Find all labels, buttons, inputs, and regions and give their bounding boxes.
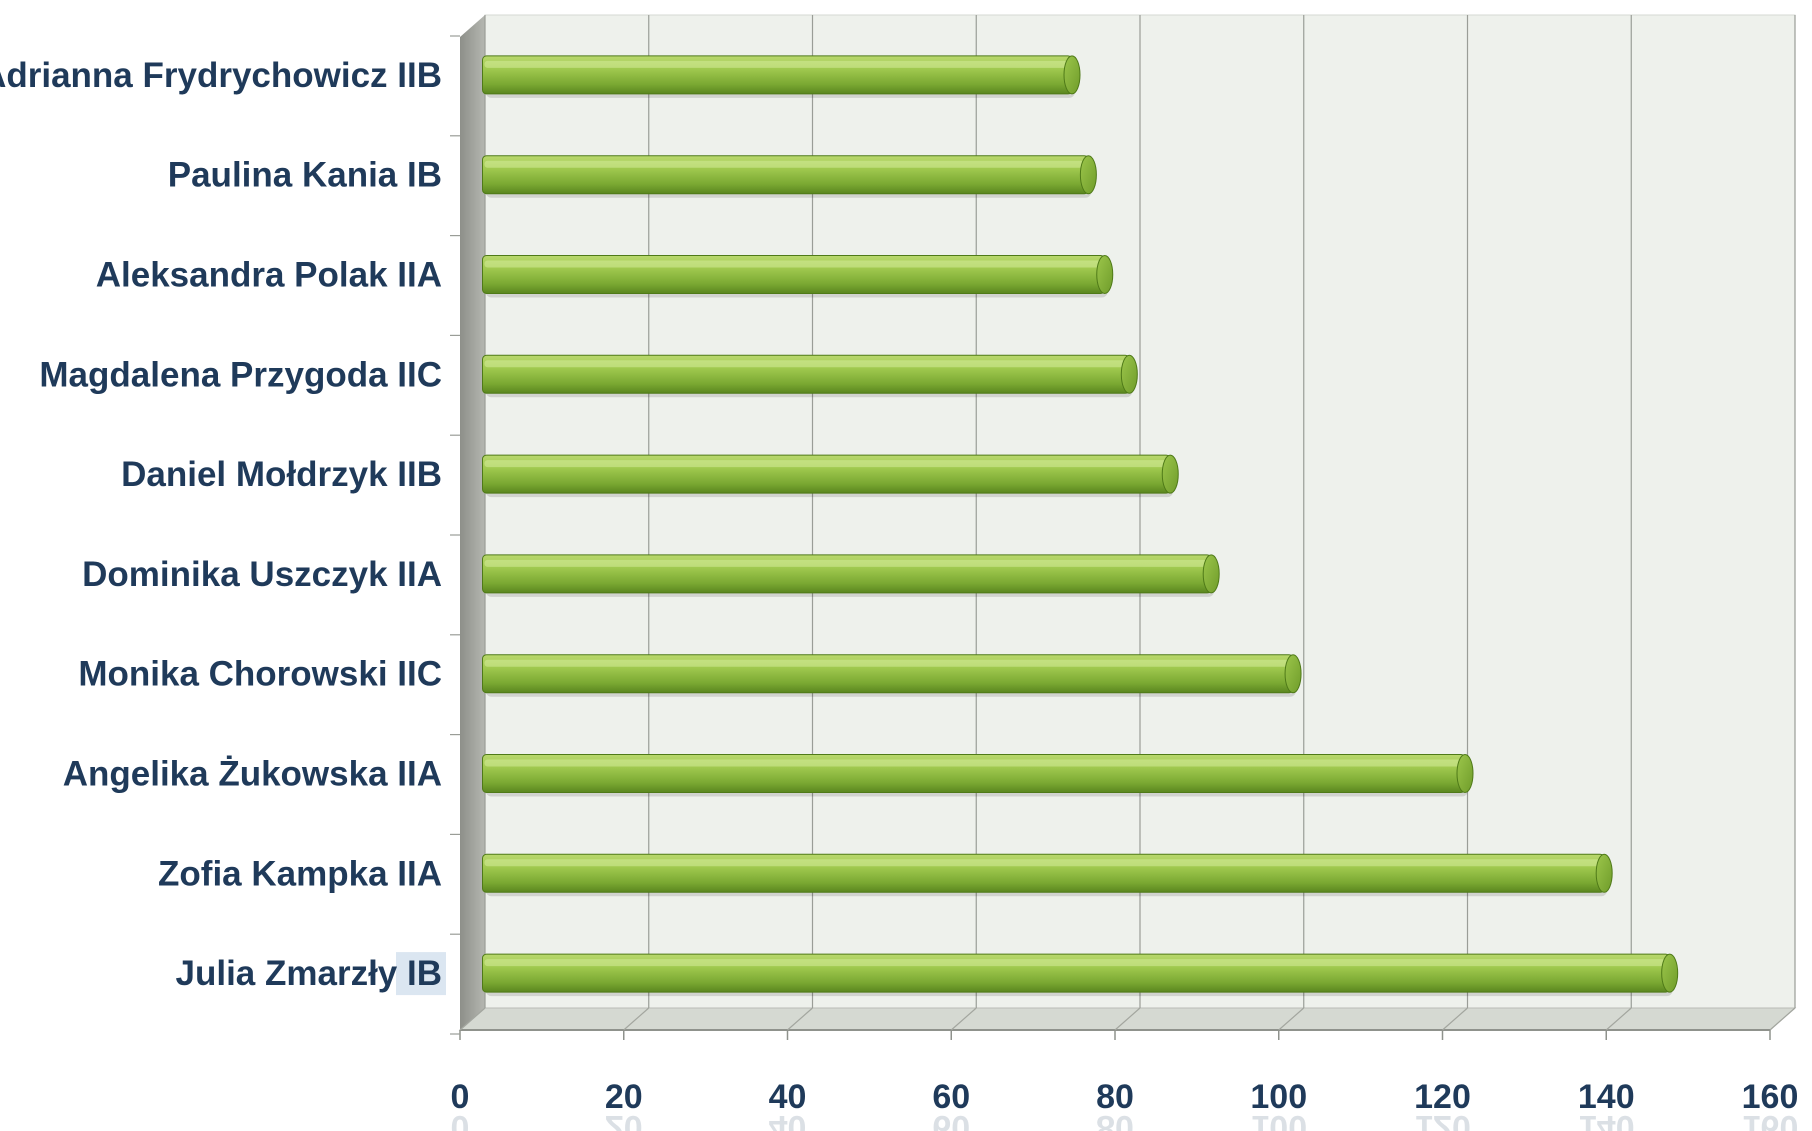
bar-highlight [484, 360, 1126, 368]
x-tick-label: 120 [1414, 1078, 1471, 1116]
bar-end-cap [1661, 953, 1679, 993]
x-tick-label: 20 [605, 1078, 643, 1116]
bar-end-cap [1120, 354, 1138, 394]
bar-highlight [484, 160, 1085, 168]
x-tick-reflection: 120 [1414, 1108, 1471, 1131]
bar-end-cap [1202, 554, 1220, 594]
floor-gridline [1114, 1007, 1141, 1031]
category-label: Monika Chorowski IIC [78, 655, 442, 694]
bar-highlight [484, 559, 1208, 567]
bar-highlight [484, 859, 1601, 867]
category-label: Paulina Kania IB [168, 156, 442, 195]
bar-highlight [484, 260, 1101, 268]
x-tick-reflection: 80 [1096, 1108, 1134, 1131]
x-tick-label: 100 [1250, 1078, 1307, 1116]
category-label: Julia Zmarzły IB [176, 954, 442, 993]
category-label: Daniel Mołdrzyk IIB [121, 455, 442, 494]
x-tick-label: 140 [1578, 1078, 1635, 1116]
floor-gridline [1442, 1007, 1468, 1031]
bar-end-cap [1079, 155, 1097, 195]
category-label: Angelika Żukowska IIA [63, 755, 442, 794]
category-labels: Julia Zmarzły IB Zofia Kampka IIA Angelika… [0, 56, 446, 996]
bar-end-cap [1161, 454, 1179, 494]
bar-highlight [484, 460, 1167, 468]
x-tick-label: 80 [1096, 1078, 1134, 1116]
bar-highlight [484, 60, 1068, 68]
floor-gridline [787, 1007, 813, 1031]
bar-end-cap [1063, 55, 1081, 95]
bar-highlight [484, 959, 1666, 967]
x-tick-reflection: 60 [932, 1108, 970, 1131]
floor-gridline [1278, 1007, 1305, 1031]
category-label: Aleksandra Polak IIA [96, 256, 442, 295]
x-tick-reflection: 40 [769, 1108, 807, 1131]
floor-gridline [1769, 1007, 1796, 1031]
x-tick-label: 0 [451, 1078, 470, 1116]
x-tick-reflection: 100 [1250, 1108, 1307, 1131]
bar-end-cap [1096, 255, 1114, 294]
category-label: Zofia Kampka IIA [158, 854, 442, 893]
x-tick-reflection: 0 [451, 1108, 470, 1131]
x-tick-label: 160 [1742, 1078, 1799, 1116]
floor-gridline [459, 1007, 486, 1031]
category-label: Dominika Uszczyk IIA [82, 555, 442, 594]
label-highlight [396, 952, 446, 996]
bars [482, 55, 1679, 997]
x-tick-label: 40 [769, 1078, 807, 1116]
side-wall [460, 15, 485, 1030]
x-tick-reflection: 20 [605, 1108, 643, 1131]
floor-gridline [950, 1007, 977, 1031]
category-label: Adrianna Frydrychowicz IIB [0, 56, 442, 95]
bar-end-cap [1595, 853, 1613, 893]
bar-highlight [484, 759, 1461, 767]
x-tick-reflection: 160 [1742, 1108, 1799, 1131]
x-tick-label: 60 [932, 1078, 970, 1116]
floor-gridline [623, 1007, 650, 1031]
bar-end-cap [1456, 754, 1474, 793]
floor-gridline [1605, 1007, 1632, 1031]
bar-highlight [484, 659, 1290, 667]
category-label: Magdalena Przygoda IIC [39, 355, 442, 394]
bar-end-cap [1284, 654, 1302, 694]
x-tick-reflection: 140 [1578, 1108, 1635, 1131]
